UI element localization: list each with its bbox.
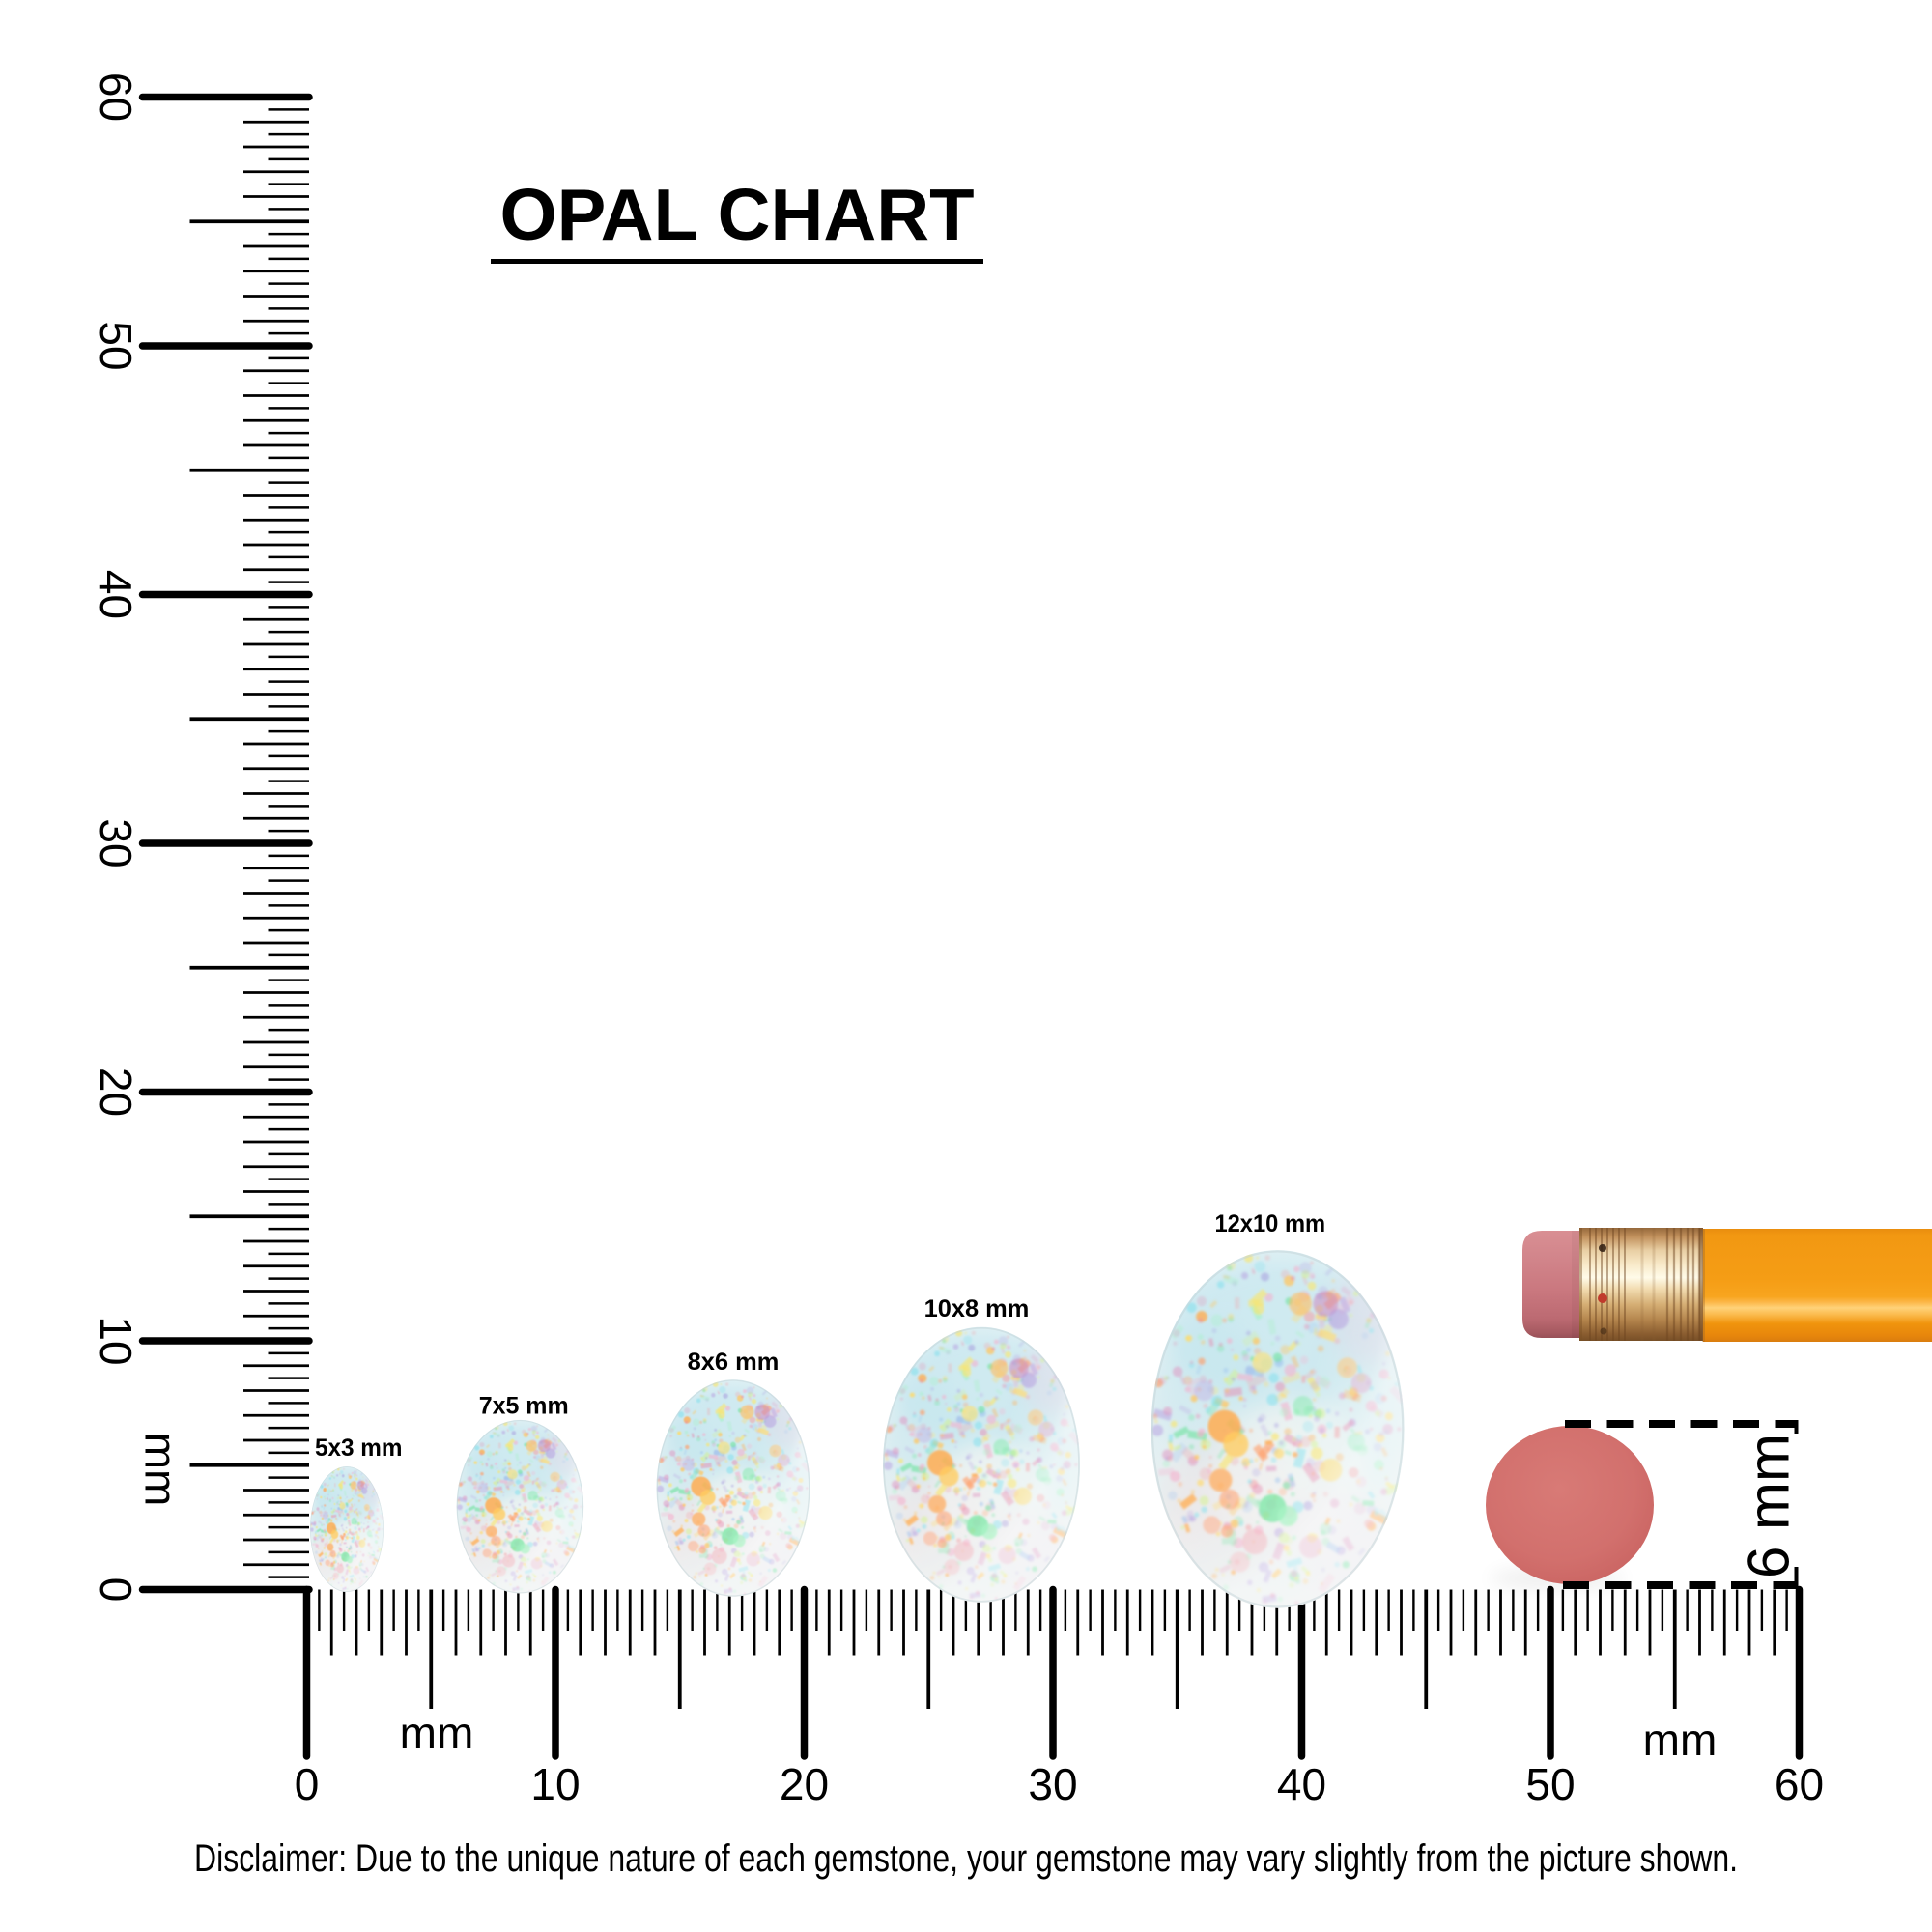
svg-text:20: 20 xyxy=(91,1067,141,1117)
svg-text:OPAL CHART: OPAL CHART xyxy=(500,174,975,255)
svg-text:7x5 mm: 7x5 mm xyxy=(479,1392,569,1419)
svg-text:10: 10 xyxy=(530,1759,580,1809)
svg-text:0: 0 xyxy=(91,1577,141,1603)
svg-text:10x8 mm: 10x8 mm xyxy=(924,1295,1030,1322)
svg-text:60: 60 xyxy=(91,72,141,122)
svg-text:50: 50 xyxy=(1525,1759,1575,1809)
svg-text:30: 30 xyxy=(91,818,141,867)
svg-text:30: 30 xyxy=(1028,1759,1077,1809)
svg-text:5x3 mm: 5x3 mm xyxy=(315,1435,403,1462)
svg-text:40: 40 xyxy=(1277,1759,1326,1809)
svg-text:50: 50 xyxy=(91,321,141,370)
svg-text:6 mm: 6 mm xyxy=(1737,1434,1802,1578)
svg-text:Disclaimer: Due to the unique: Disclaimer: Due to the unique nature of … xyxy=(194,1837,1738,1880)
svg-text:12x10 mm: 12x10 mm xyxy=(1214,1210,1325,1237)
svg-text:60: 60 xyxy=(1775,1759,1824,1809)
svg-text:mm: mm xyxy=(400,1708,474,1758)
svg-text:0: 0 xyxy=(295,1759,320,1809)
svg-text:40: 40 xyxy=(91,570,141,619)
svg-text:20: 20 xyxy=(780,1759,829,1809)
svg-text:10: 10 xyxy=(91,1316,141,1365)
svg-text:8x6 mm: 8x6 mm xyxy=(688,1349,780,1376)
svg-text:mm: mm xyxy=(1643,1715,1718,1765)
svg-text:mm: mm xyxy=(136,1433,186,1507)
